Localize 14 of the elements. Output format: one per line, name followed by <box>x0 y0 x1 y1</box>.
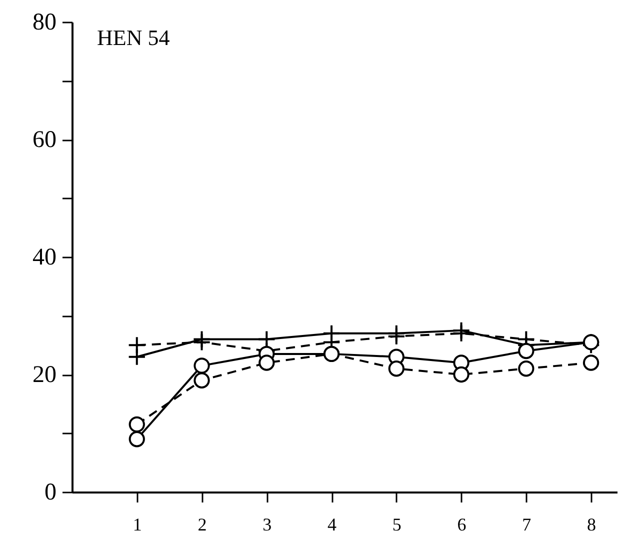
x-tick-label: 8 <box>587 514 596 534</box>
x-tick-label: 3 <box>262 514 272 534</box>
chart-title: HEN 54 <box>97 25 170 50</box>
x-tick-label: 5 <box>392 514 402 534</box>
y-tick-label: 80 <box>32 10 56 36</box>
x-tick-label: 1 <box>132 514 142 534</box>
y-tick-label: 60 <box>32 127 56 153</box>
x-tick-label: 4 <box>328 514 337 534</box>
x-tick-label: 2 <box>198 514 207 534</box>
y-tick-label: 40 <box>32 244 56 270</box>
y-tick-label: 20 <box>32 362 56 388</box>
x-tick-label: 7 <box>522 514 532 534</box>
y-tick-label: 0 <box>44 480 56 506</box>
x-tick-label: 6 <box>457 514 466 534</box>
